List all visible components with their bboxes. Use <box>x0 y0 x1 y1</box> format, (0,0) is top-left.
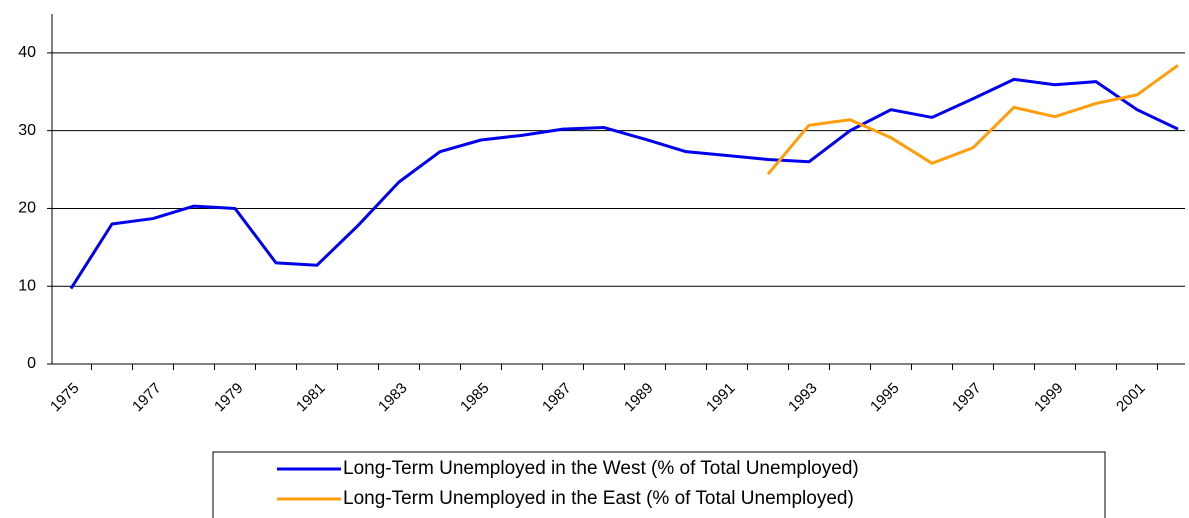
x-tick-label: 1977 <box>129 380 165 416</box>
x-tick-label: 1981 <box>293 380 329 416</box>
y-tick-label: 40 <box>18 44 36 61</box>
x-tick-label: 1983 <box>375 380 411 416</box>
y-tick-label: 0 <box>27 355 36 372</box>
series-line <box>69 77 1179 290</box>
y-tick-label: 30 <box>18 122 36 139</box>
x-tick-label: 1993 <box>785 380 821 416</box>
series-line <box>766 64 1179 176</box>
x-tick-label: 1979 <box>211 380 247 416</box>
y-tick-label: 10 <box>18 277 36 294</box>
x-tick-label: 1995 <box>867 380 903 416</box>
legend-label: Long-Term Unemployed in the East (% of T… <box>343 488 854 509</box>
legend-box <box>212 451 1106 518</box>
x-tick-label: 1985 <box>457 380 493 416</box>
y-tick-label: 20 <box>18 200 36 217</box>
x-tick-label: 1989 <box>621 380 657 416</box>
x-tick-label: 1987 <box>539 380 575 416</box>
x-tick-label: 1975 <box>47 380 83 416</box>
legend-label: Long-Term Unemployed in the West (% of T… <box>343 458 859 479</box>
x-tick-label: 1997 <box>949 380 985 416</box>
x-tick-label: 2001 <box>1113 380 1149 416</box>
x-tick-label: 1999 <box>1031 380 1067 416</box>
x-tick-label: 1991 <box>703 380 739 416</box>
